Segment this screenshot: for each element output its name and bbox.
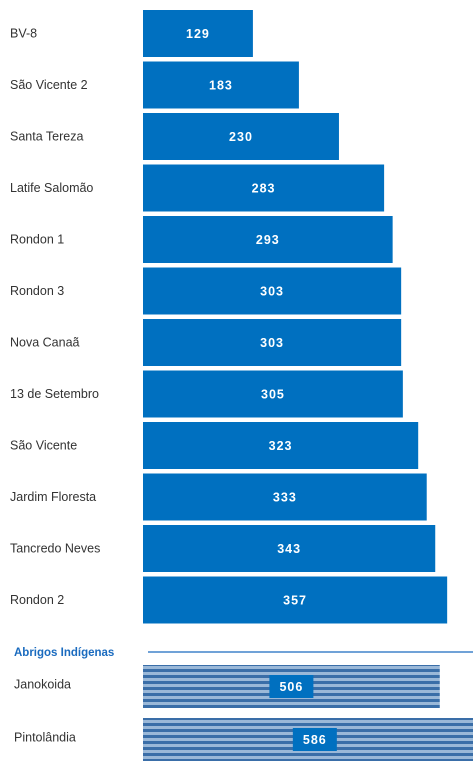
bar [143,422,419,469]
bar [143,10,253,57]
bar [143,61,299,109]
bar [143,370,403,418]
data-label: 586 [303,733,327,747]
bar [143,267,402,315]
category-label: Santa Tereza [10,130,83,144]
data-label-background [269,675,314,698]
category-label: Rondon 2 [10,593,64,607]
data-label: 303 [260,336,284,350]
data-label: 183 [209,79,233,93]
data-label: 323 [269,439,293,453]
data-label: 129 [186,27,210,41]
category-label: Tancredo Neves [10,542,100,556]
data-label: 305 [261,388,285,402]
category-label: Janokoida [14,678,71,692]
data-label: 357 [283,594,307,608]
category-label: Rondon 3 [10,284,64,298]
data-label: 506 [279,680,303,694]
data-label-background [292,728,337,751]
data-label: 293 [256,233,280,247]
category-label: Jardim Floresta [10,490,96,504]
category-label: São Vicente 2 [10,78,88,92]
data-label: 343 [277,542,301,556]
data-label: 283 [252,182,276,196]
bar [143,164,385,212]
section-bars: Janokoida 506 Pintolândia 586 [14,665,473,761]
section-header: Abrigos Indígenas [14,647,473,659]
category-label: 13 de Setembro [10,387,99,401]
section-title: Abrigos Indígenas [14,647,114,659]
category-label: São Vicente [10,439,77,453]
category-label: Pintolândia [14,731,76,745]
category-label: BV-8 [10,27,37,41]
data-label: 230 [229,130,253,144]
bar [143,319,402,366]
data-label: 333 [273,491,297,505]
bar [143,473,427,521]
main-bars: BV-8 129 São Vicente 2 183 Santa Tereza 230 La… [10,10,448,624]
data-label: 303 [260,285,284,299]
category-label: Latife Salomão [10,181,93,195]
bar [143,525,436,572]
category-label: Nova Canaã [10,336,80,350]
bar [143,216,393,263]
bar [143,576,448,624]
category-label: Rondon 1 [10,233,64,247]
bar [143,113,339,160]
